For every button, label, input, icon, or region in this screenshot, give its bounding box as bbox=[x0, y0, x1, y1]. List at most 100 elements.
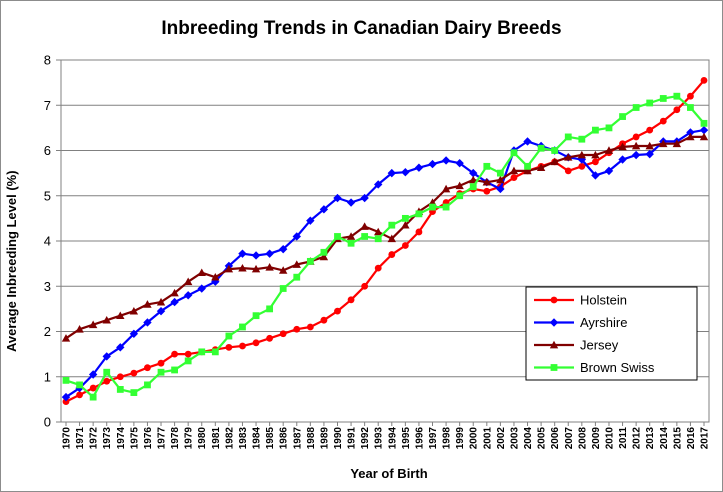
data-point-jersey bbox=[183, 277, 193, 286]
data-point-ayrshire bbox=[88, 370, 98, 379]
data-point-holstein bbox=[401, 242, 409, 249]
data-point-ayrshire bbox=[699, 125, 709, 135]
data-point-ayrshire bbox=[183, 291, 193, 300]
data-point-jersey bbox=[550, 157, 559, 166]
data-point-ayrshire bbox=[197, 284, 206, 293]
x-tick-label: 1985 bbox=[265, 427, 276, 450]
x-tick-label: 2004 bbox=[523, 427, 534, 450]
y-tick-label: 7 bbox=[44, 98, 51, 113]
x-tick-label: 1991 bbox=[347, 427, 358, 450]
data-point-brown-swiss bbox=[483, 162, 491, 170]
data-point-brown-swiss bbox=[211, 348, 219, 356]
data-point-jersey bbox=[170, 288, 179, 297]
data-point-holstein bbox=[252, 339, 260, 347]
data-point-ayrshire bbox=[319, 205, 329, 214]
data-point-brown-swiss bbox=[592, 126, 599, 134]
data-point-ayrshire bbox=[278, 244, 288, 254]
x-tick-label: 1987 bbox=[292, 427, 303, 450]
data-point-brown-swiss bbox=[374, 235, 382, 243]
data-point-jersey bbox=[509, 166, 519, 175]
data-point-jersey bbox=[156, 297, 166, 306]
data-point-brown-swiss bbox=[429, 203, 436, 211]
data-point-ayrshire bbox=[251, 251, 261, 260]
x-tick-label: 1977 bbox=[157, 427, 168, 450]
data-point-holstein bbox=[374, 264, 382, 272]
data-point-holstein bbox=[225, 343, 233, 351]
data-point-holstein bbox=[157, 359, 165, 367]
x-tick-label: 2005 bbox=[537, 427, 548, 450]
x-tick-label: 1984 bbox=[252, 427, 263, 450]
data-point-holstein bbox=[279, 330, 287, 338]
data-point-jersey bbox=[469, 175, 478, 184]
data-point-brown-swiss bbox=[347, 239, 355, 247]
data-point-holstein bbox=[76, 391, 83, 399]
data-point-jersey bbox=[129, 306, 139, 315]
data-point-brown-swiss bbox=[673, 92, 681, 100]
x-tick-label: 1998 bbox=[442, 427, 453, 450]
data-point-brown-swiss bbox=[456, 192, 464, 200]
x-tick-label: 2013 bbox=[645, 427, 656, 450]
data-point-brown-swiss bbox=[687, 104, 694, 111]
x-tick-label: 2006 bbox=[550, 427, 561, 450]
x-tick-label: 2008 bbox=[577, 427, 588, 450]
data-point-jersey bbox=[374, 227, 383, 236]
data-point-brown-swiss bbox=[239, 323, 246, 331]
legend-label-ayrshire: Ayrshire bbox=[580, 315, 627, 330]
chart-title: Inbreeding Trends in Canadian Dairy Bree… bbox=[161, 18, 562, 39]
x-tick-label: 1974 bbox=[116, 427, 127, 450]
data-point-ayrshire bbox=[129, 329, 139, 338]
data-point-jersey bbox=[441, 184, 451, 193]
data-point-brown-swiss bbox=[62, 376, 70, 384]
data-point-ayrshire bbox=[143, 318, 152, 327]
data-point-jersey bbox=[238, 263, 247, 272]
data-point-ayrshire bbox=[686, 128, 695, 137]
data-point-holstein bbox=[293, 325, 301, 333]
data-point-holstein bbox=[116, 373, 124, 381]
x-tick-label: 2014 bbox=[659, 427, 670, 450]
data-point-jersey bbox=[387, 234, 396, 243]
x-tick-label: 1992 bbox=[360, 427, 371, 450]
data-point-ayrshire bbox=[156, 306, 166, 316]
data-point-ayrshire bbox=[265, 249, 274, 258]
data-point-holstein bbox=[673, 106, 681, 114]
data-point-brown-swiss bbox=[578, 135, 586, 143]
x-tick-label: 1997 bbox=[428, 427, 439, 450]
data-point-jersey bbox=[577, 150, 587, 159]
data-point-ayrshire bbox=[441, 156, 451, 165]
data-point-brown-swiss bbox=[116, 386, 124, 393]
data-point-ayrshire bbox=[211, 277, 220, 286]
data-point-ayrshire bbox=[618, 155, 627, 164]
data-point-brown-swiss bbox=[293, 273, 301, 281]
data-point-jersey bbox=[455, 181, 464, 190]
data-point-brown-swiss bbox=[144, 381, 151, 389]
x-tick-label: 1999 bbox=[455, 427, 466, 450]
x-axis-label: Year of Birth bbox=[350, 466, 428, 481]
data-point-brown-swiss bbox=[388, 221, 396, 229]
data-point-holstein bbox=[632, 133, 640, 141]
legend-marker-jersey bbox=[549, 340, 559, 349]
x-tick-label: 2011 bbox=[618, 427, 629, 449]
x-tick-label: 1970 bbox=[62, 427, 73, 450]
data-point-jersey bbox=[564, 153, 573, 161]
data-point-holstein bbox=[388, 251, 396, 258]
data-point-ayrshire bbox=[645, 149, 654, 159]
y-tick-label: 2 bbox=[44, 324, 51, 339]
x-tick-label: 2001 bbox=[482, 427, 493, 450]
data-point-ayrshire bbox=[360, 193, 369, 203]
data-point-ayrshire bbox=[414, 163, 424, 172]
data-point-brown-swiss bbox=[76, 381, 83, 389]
data-point-ayrshire bbox=[333, 193, 342, 203]
data-point-jersey bbox=[618, 142, 627, 151]
data-point-ayrshire bbox=[306, 216, 315, 225]
data-point-jersey bbox=[116, 311, 125, 320]
x-tick-label: 1986 bbox=[279, 427, 290, 450]
data-point-brown-swiss bbox=[89, 393, 97, 401]
data-point-holstein bbox=[89, 384, 97, 392]
data-point-jersey bbox=[292, 260, 301, 268]
data-point-ayrshire bbox=[374, 180, 383, 189]
x-tick-label: 1995 bbox=[401, 427, 412, 450]
data-point-holstein bbox=[184, 350, 192, 358]
data-point-brown-swiss bbox=[279, 285, 287, 292]
data-point-jersey bbox=[224, 264, 234, 273]
data-point-jersey bbox=[686, 132, 695, 141]
